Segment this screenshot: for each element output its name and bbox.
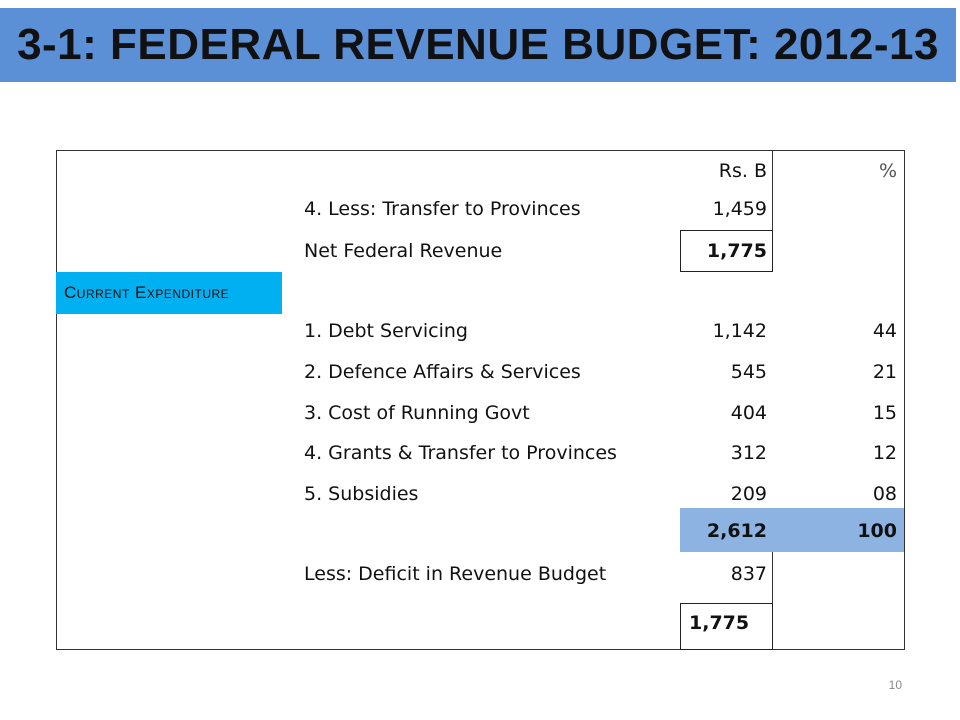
row-rs-value: 1,142 xyxy=(712,320,767,342)
row-rs-value: 209 xyxy=(730,483,767,505)
row-label: Net Federal Revenue xyxy=(304,240,503,262)
row-rs-value: 404 xyxy=(730,402,767,424)
row-rs-value: 312 xyxy=(730,442,767,464)
row-label: 5. Subsidies xyxy=(304,483,419,505)
title-banner xyxy=(0,8,956,82)
row-label: 1. Debt Servicing xyxy=(304,320,468,342)
row-label: Less: Deficit in Revenue Budget xyxy=(304,563,607,585)
row-rs-value: 837 xyxy=(730,563,767,585)
row-label: 4. Less: Transfer to Provinces xyxy=(304,198,581,220)
column-divider xyxy=(772,552,773,650)
total-highlight-band xyxy=(680,508,904,552)
row-rs-value: 1,459 xyxy=(712,198,767,220)
section-label-current-expenditure: Current Expenditure xyxy=(56,272,282,314)
header-rs-b: Rs. B xyxy=(718,160,767,182)
slide-title: 3-1: FEDERAL REVENUE BUDGET: 2012-13 xyxy=(17,20,939,69)
column-divider xyxy=(772,150,773,272)
row-label: 3. Cost of Running Govt xyxy=(304,402,530,424)
page-number: 10 xyxy=(888,678,902,692)
final-total-box xyxy=(680,603,773,650)
budget-table xyxy=(56,150,905,650)
row-pct-total: 100 xyxy=(857,520,897,542)
row-pct-value: 21 xyxy=(872,361,897,383)
row-rs-total: 2,612 xyxy=(706,520,767,542)
row-rs-final-total: 1,775 xyxy=(689,612,750,634)
row-pct-value: 44 xyxy=(872,320,897,342)
row-pct-value: 08 xyxy=(872,483,897,505)
header-percent: % xyxy=(878,160,897,182)
row-label: 4. Grants & Transfer to Provinces xyxy=(304,442,617,464)
row-label: 2. Defence Affairs & Services xyxy=(304,361,581,383)
row-rs-value: 1,775 xyxy=(706,240,767,262)
net-revenue-box xyxy=(680,230,773,272)
row-pct-value: 15 xyxy=(872,402,897,424)
row-rs-value: 545 xyxy=(730,361,767,383)
row-pct-value: 12 xyxy=(872,442,897,464)
